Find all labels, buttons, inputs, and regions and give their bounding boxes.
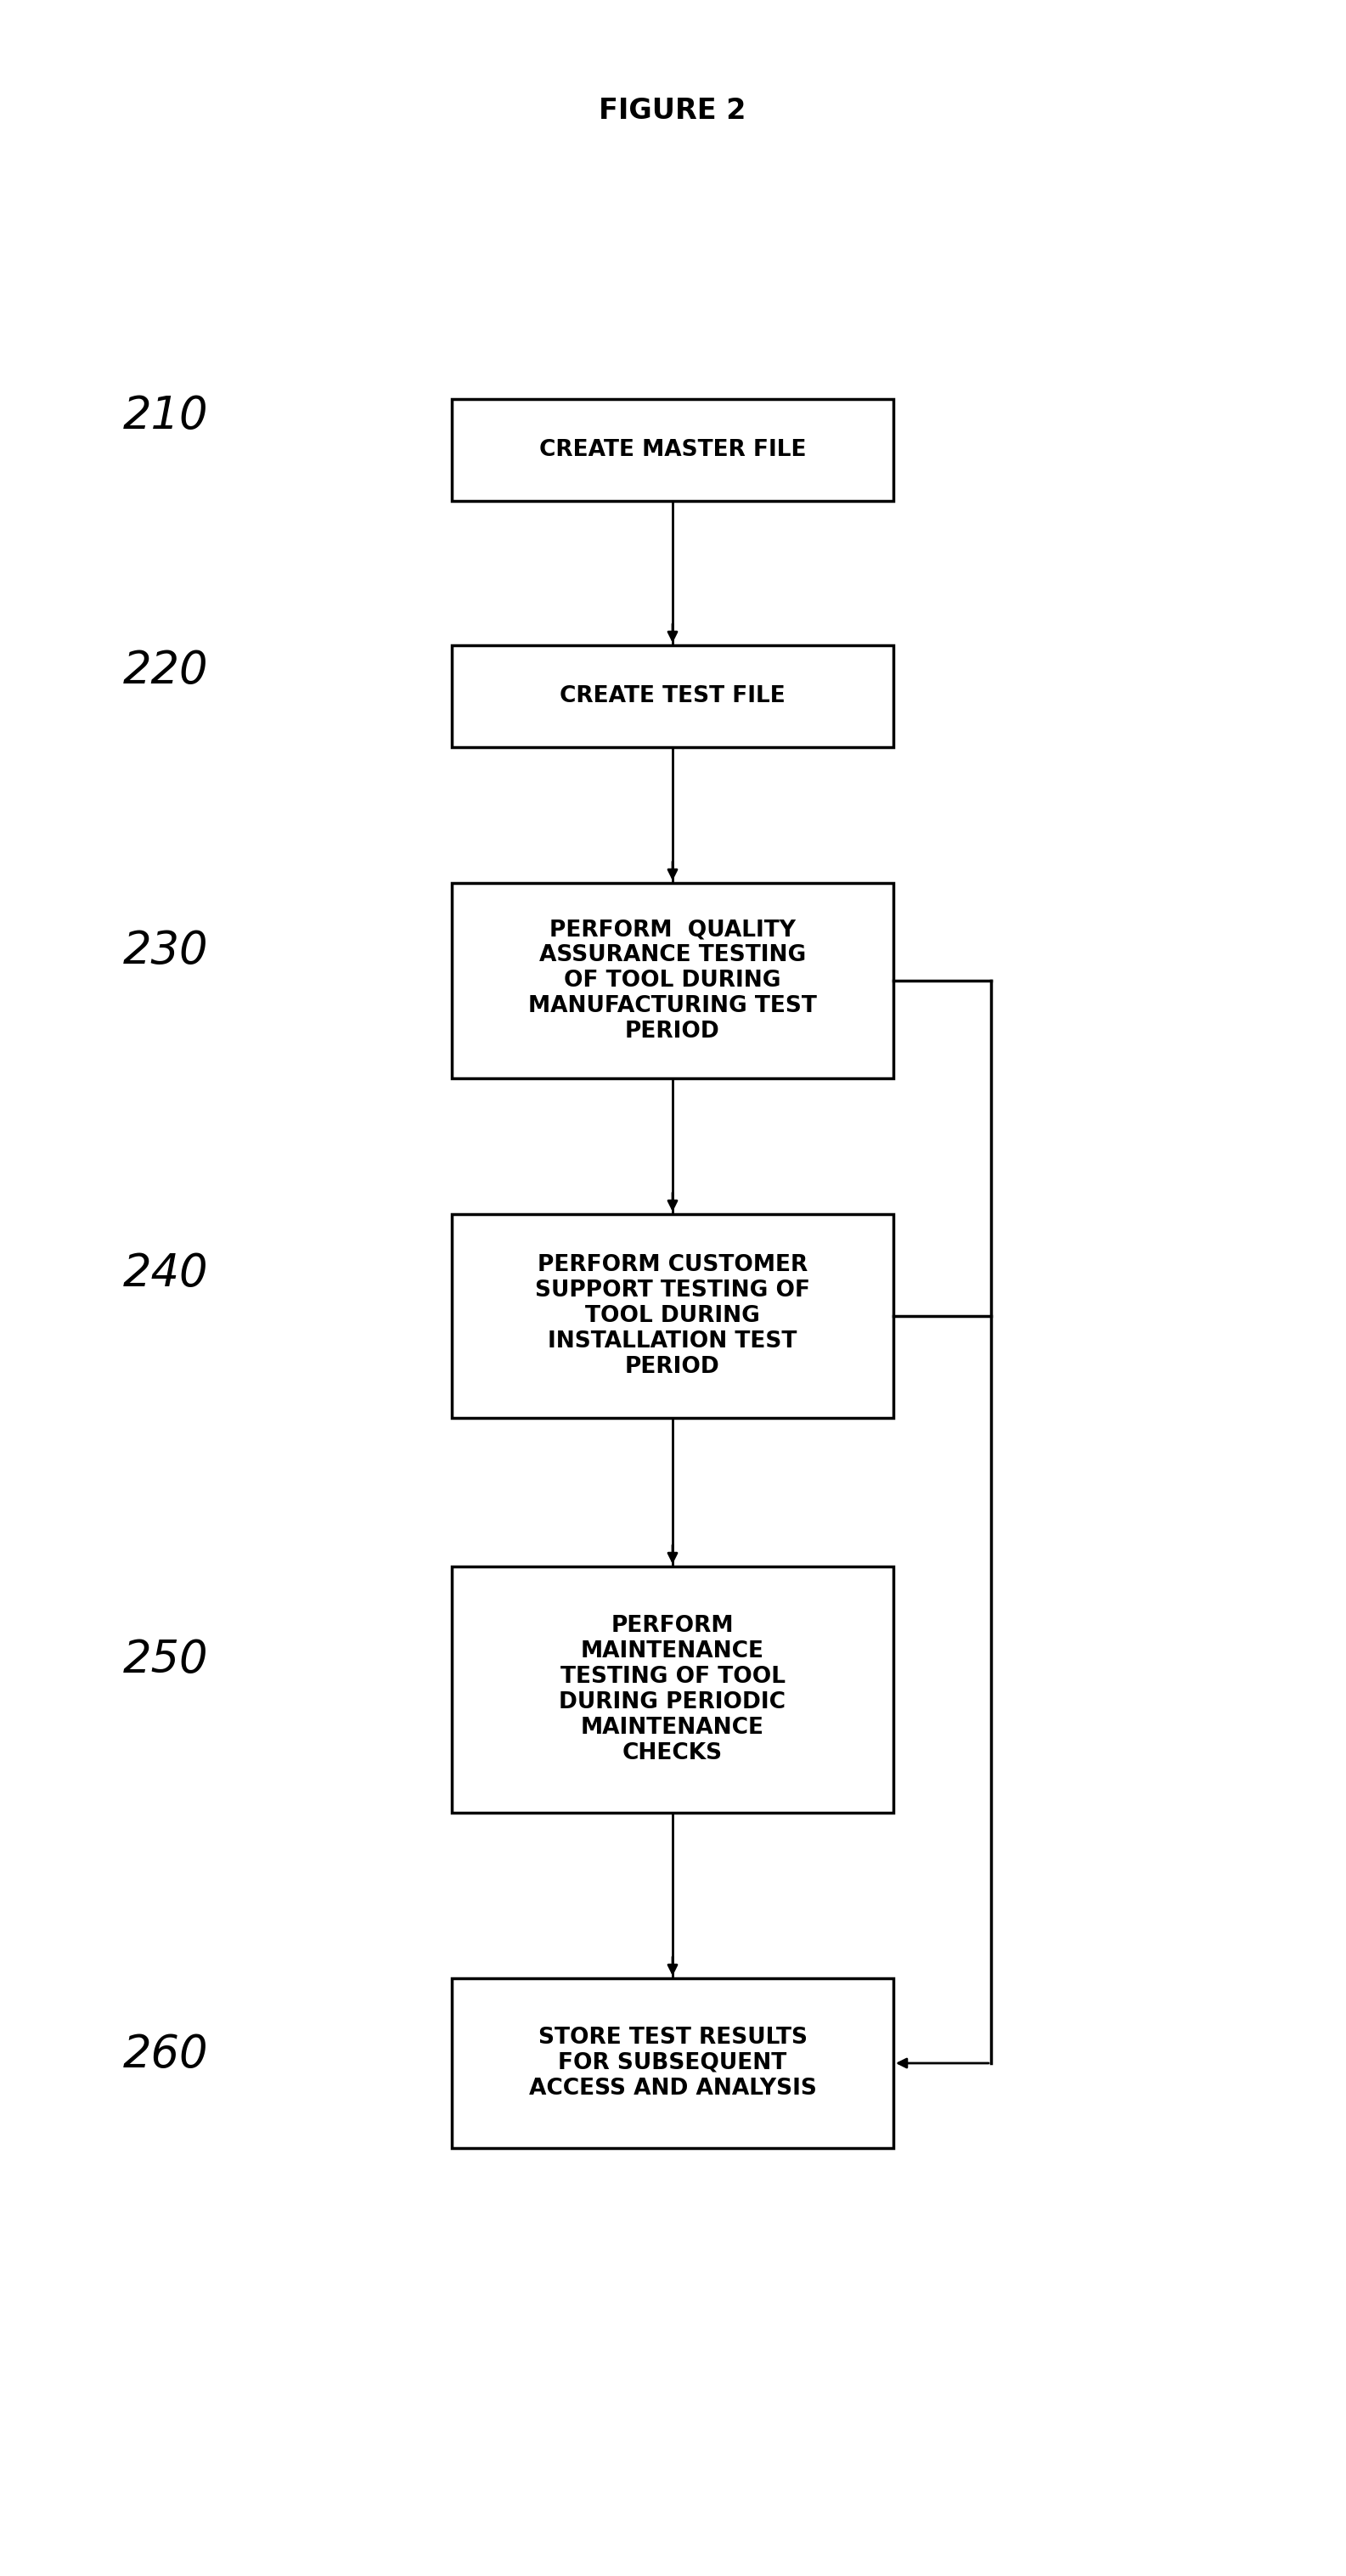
Bar — [452, 1213, 894, 1417]
Text: 260: 260 — [122, 2032, 209, 2076]
Text: PERFORM
MAINTENANCE
TESTING OF TOOL
DURING PERIODIC
MAINTENANCE
CHECKS: PERFORM MAINTENANCE TESTING OF TOOL DURI… — [559, 1615, 786, 1765]
Text: PERFORM  QUALITY
ASSURANCE TESTING
OF TOOL DURING
MANUFACTURING TEST
PERIOD: PERFORM QUALITY ASSURANCE TESTING OF TOO… — [528, 920, 817, 1043]
Text: 220: 220 — [122, 649, 209, 693]
Text: 230: 230 — [122, 930, 209, 974]
Bar — [452, 884, 894, 1079]
Text: FIGURE 2: FIGURE 2 — [599, 95, 746, 124]
Bar — [452, 644, 894, 747]
Bar — [452, 399, 894, 500]
Text: STORE TEST RESULTS
FOR SUBSEQUENT
ACCESS AND ANALYSIS: STORE TEST RESULTS FOR SUBSEQUENT ACCESS… — [529, 2027, 817, 2099]
Bar — [452, 1566, 894, 1814]
Text: 240: 240 — [122, 1252, 209, 1296]
Text: CREATE MASTER FILE: CREATE MASTER FILE — [538, 438, 806, 461]
Text: CREATE TEST FILE: CREATE TEST FILE — [560, 685, 786, 708]
Bar — [452, 1978, 894, 2148]
Text: PERFORM CUSTOMER
SUPPORT TESTING OF
TOOL DURING
INSTALLATION TEST
PERIOD: PERFORM CUSTOMER SUPPORT TESTING OF TOOL… — [534, 1255, 810, 1378]
Text: 250: 250 — [122, 1638, 209, 1682]
Text: 210: 210 — [122, 394, 209, 438]
